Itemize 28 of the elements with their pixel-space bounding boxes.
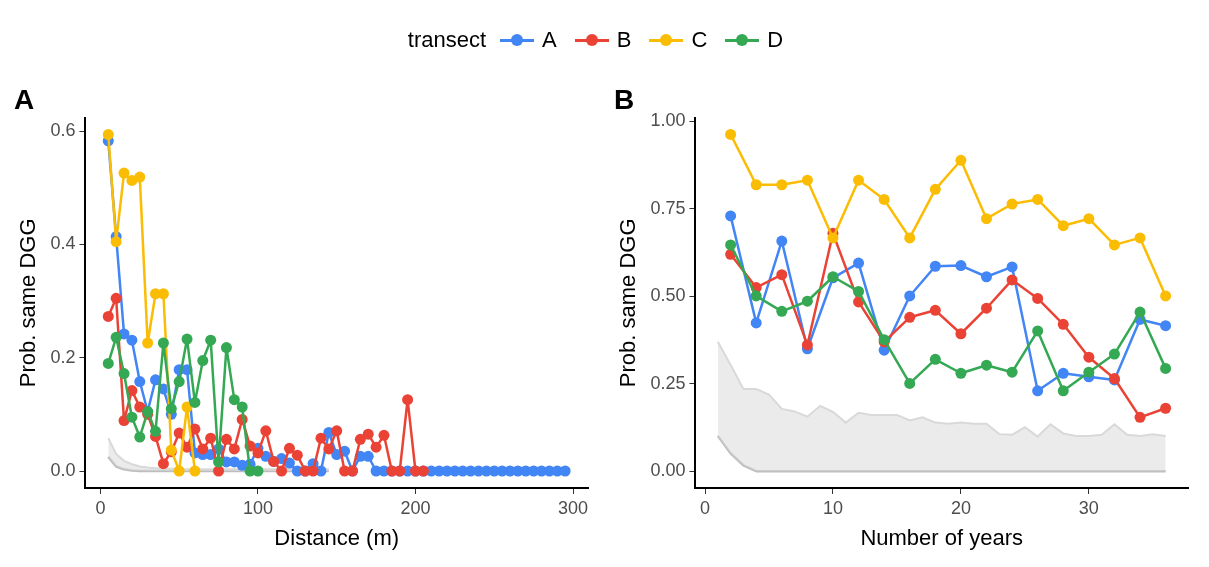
- y-tick-label: 0.6: [50, 120, 76, 141]
- x-tick-label: 100: [242, 497, 273, 518]
- x-tick-label: 20: [950, 497, 971, 518]
- x-tick-label: 300: [558, 497, 589, 518]
- y-axis-title: Prob. same DGG: [615, 218, 641, 388]
- y-tick-label: 1.00: [650, 110, 686, 131]
- y-axis-title: Prob. same DGG: [15, 218, 41, 388]
- legend-title: transect: [407, 27, 487, 53]
- x-tick-label: 0: [700, 497, 711, 518]
- legend-label: C: [691, 27, 708, 53]
- x-tick-label: 200: [400, 497, 431, 518]
- y-tick-label: 0.0: [50, 459, 76, 480]
- x-axis-title: Distance (m): [274, 524, 400, 550]
- y-tick-label: 0.75: [650, 197, 686, 218]
- legend-label: A: [542, 27, 557, 53]
- y-tick-label: 0.2: [50, 346, 76, 367]
- x-tick-label: 30: [1078, 497, 1099, 518]
- x-tick-label: 0: [95, 497, 106, 518]
- chart-title: A: [14, 83, 35, 115]
- y-tick-label: 0.4: [50, 233, 76, 254]
- y-tick-label: 0.00: [650, 460, 686, 481]
- chart-title: B: [614, 83, 635, 115]
- y-tick-label: 0.25: [650, 372, 686, 393]
- legend-label: B: [616, 27, 632, 53]
- x-tick-label: 10: [822, 497, 843, 518]
- x-axis-title: Number of years: [860, 524, 1024, 550]
- legend-label: D: [767, 27, 784, 53]
- y-tick-label: 0.50: [650, 285, 686, 306]
